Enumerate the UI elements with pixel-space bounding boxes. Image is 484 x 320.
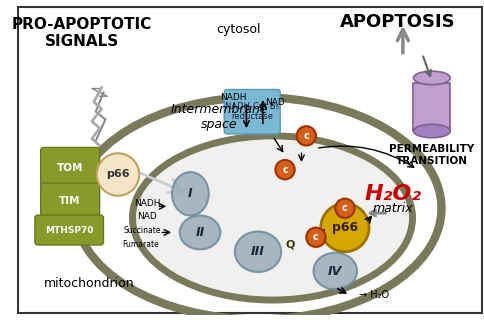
Circle shape bbox=[275, 160, 295, 179]
Text: → H₂O: → H₂O bbox=[360, 290, 390, 300]
Text: c: c bbox=[313, 232, 319, 242]
Text: p66: p66 bbox=[106, 170, 130, 180]
Text: Q: Q bbox=[285, 240, 295, 250]
Ellipse shape bbox=[235, 231, 281, 272]
Ellipse shape bbox=[314, 253, 357, 289]
Text: APOPTOSIS: APOPTOSIS bbox=[340, 13, 456, 31]
Ellipse shape bbox=[172, 172, 209, 216]
Text: c: c bbox=[342, 203, 348, 213]
Text: p66: p66 bbox=[332, 221, 358, 234]
Ellipse shape bbox=[134, 137, 411, 299]
Text: matrix: matrix bbox=[373, 202, 413, 215]
Text: mitochondrion: mitochondrion bbox=[44, 277, 134, 290]
Text: NADH-Cyt B₅
reductase: NADH-Cyt B₅ reductase bbox=[225, 102, 279, 121]
Text: I: I bbox=[188, 187, 193, 200]
Text: IV: IV bbox=[328, 265, 342, 277]
Text: NADH: NADH bbox=[221, 93, 247, 102]
FancyBboxPatch shape bbox=[18, 7, 482, 313]
FancyBboxPatch shape bbox=[224, 90, 280, 134]
Text: III: III bbox=[251, 245, 265, 258]
FancyBboxPatch shape bbox=[41, 183, 100, 216]
FancyBboxPatch shape bbox=[413, 83, 450, 131]
Circle shape bbox=[97, 153, 139, 196]
FancyBboxPatch shape bbox=[41, 148, 100, 187]
Ellipse shape bbox=[413, 124, 450, 138]
Circle shape bbox=[335, 199, 355, 218]
Ellipse shape bbox=[413, 71, 450, 85]
Text: c: c bbox=[303, 131, 309, 141]
Text: TIM: TIM bbox=[59, 196, 80, 205]
Circle shape bbox=[297, 126, 316, 146]
Text: TOM: TOM bbox=[57, 163, 83, 173]
Text: c: c bbox=[282, 165, 288, 175]
Ellipse shape bbox=[133, 136, 412, 300]
Circle shape bbox=[306, 228, 326, 247]
Text: PERMEABILITY
TRANSITION: PERMEABILITY TRANSITION bbox=[389, 144, 474, 166]
Text: Intermembrane
space: Intermembrane space bbox=[170, 102, 268, 131]
FancyArrowPatch shape bbox=[135, 171, 183, 192]
Text: MTHSP70: MTHSP70 bbox=[45, 226, 94, 235]
FancyBboxPatch shape bbox=[35, 215, 104, 245]
Text: NAD: NAD bbox=[266, 98, 285, 107]
Text: Succinate: Succinate bbox=[123, 226, 161, 235]
Circle shape bbox=[321, 204, 369, 252]
Ellipse shape bbox=[180, 216, 220, 249]
Text: H₂O₂: H₂O₂ bbox=[365, 184, 422, 204]
Text: NADH: NADH bbox=[134, 199, 160, 208]
Text: PRO-APOPTOTIC
SIGNALS: PRO-APOPTOTIC SIGNALS bbox=[12, 17, 152, 50]
Text: Fumarate: Fumarate bbox=[122, 241, 159, 250]
Text: NAD: NAD bbox=[137, 212, 157, 220]
Text: cytosol: cytosol bbox=[216, 23, 261, 36]
Text: II: II bbox=[196, 226, 205, 239]
